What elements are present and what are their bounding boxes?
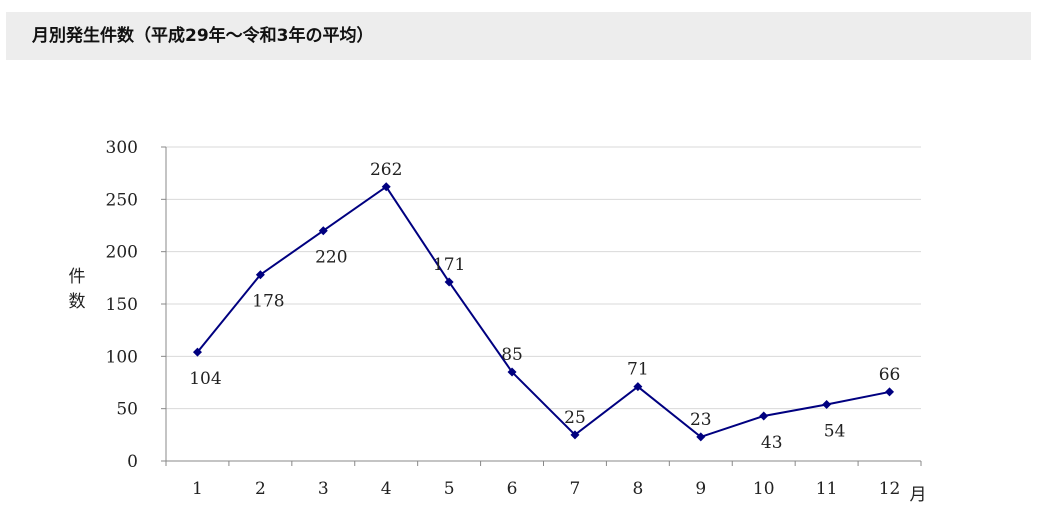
data-label: 25 [564, 408, 586, 428]
data-point [444, 277, 454, 287]
y-tick-label: 0 [127, 452, 138, 472]
x-axis-title: 月 [910, 485, 927, 505]
x-tick-label: 4 [381, 479, 392, 499]
data-label: 71 [627, 360, 649, 380]
data-label: 23 [690, 410, 712, 430]
data-point [759, 411, 769, 421]
x-tick-label: 6 [507, 479, 518, 499]
series-line [196, 185, 890, 439]
x-tick-label: 7 [570, 479, 581, 499]
data-point [696, 432, 706, 442]
data-label: 66 [879, 365, 901, 385]
data-label: 262 [370, 160, 402, 180]
data-point [633, 382, 643, 392]
y-tick-labels: 0 50 100 150 200 250 300 [106, 138, 138, 472]
data-point [381, 182, 391, 192]
data-point [255, 270, 265, 280]
x-tick-label: 3 [318, 479, 329, 499]
data-point [885, 387, 895, 397]
data-label: 104 [189, 369, 221, 389]
x-tick-label: 10 [753, 479, 775, 499]
data-label: 171 [433, 255, 465, 275]
x-tick-label: 5 [444, 479, 455, 499]
x-tick-label: 11 [816, 479, 838, 499]
gridlines [166, 146, 921, 410]
y-tick-label: 100 [106, 347, 138, 367]
x-tick-label: 1 [192, 479, 203, 499]
x-tick-label: 9 [695, 479, 706, 499]
data-label: 220 [315, 248, 347, 268]
data-label: 85 [501, 345, 523, 365]
x-tick-label: 8 [632, 479, 643, 499]
y-tick-label: 250 [106, 190, 138, 210]
header-bar: 月別発生件数（平成29年～令和3年の平均） [6, 12, 1031, 60]
data-labels: 104 178 220 262 171 85 25 71 23 43 54 66 [189, 160, 900, 453]
axes [161, 146, 922, 466]
data-label: 178 [252, 292, 284, 312]
data-label: 43 [761, 433, 783, 453]
y-tick-label: 50 [116, 400, 138, 420]
data-point [570, 430, 580, 440]
x-tick-label: 12 [879, 479, 901, 499]
x-tick-labels: 1 2 3 4 5 6 7 8 9 10 11 12 [192, 479, 900, 499]
data-point [507, 367, 517, 377]
data-point [822, 399, 832, 409]
series [192, 182, 895, 442]
x-tick-label: 2 [255, 479, 266, 499]
data-point [318, 226, 328, 236]
page-title: 月別発生件数（平成29年～令和3年の平均） [32, 26, 374, 46]
y-tick-label: 200 [106, 243, 138, 263]
y-axis-title-char: 件 [69, 267, 86, 287]
axis-titles: 月 件数 [69, 267, 927, 505]
data-point [192, 347, 202, 357]
y-tick-label: 150 [106, 295, 138, 315]
y-axis-title-char: 数 [69, 292, 86, 312]
data-label: 54 [824, 421, 846, 441]
y-tick-label: 300 [106, 138, 138, 158]
